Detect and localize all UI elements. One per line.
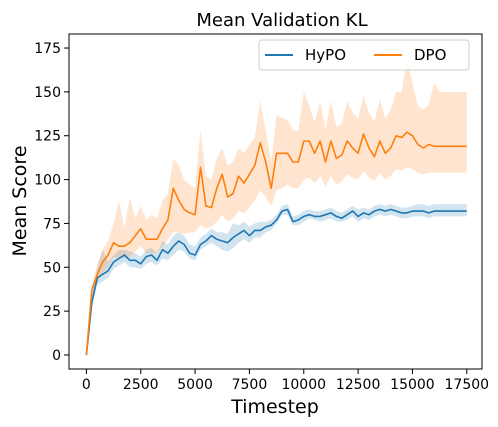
legend-label-hypo: HyPO: [305, 46, 346, 64]
chart-title: Mean Validation KL: [196, 10, 367, 31]
plot-frame: [68, 33, 483, 370]
x-tick-label: 15000: [390, 377, 435, 393]
line-hypo: [85, 208, 467, 356]
x-axis-ticks: 0 2500 5000 7500 10000 12500 15000 17500: [82, 369, 489, 393]
x-tick-label: 7500: [232, 377, 268, 393]
y-axis-ticks: 0 25 50 75 100 125 150 175: [34, 41, 69, 364]
x-tick-label: 10000: [281, 377, 326, 393]
x-tick-label: 12500: [336, 377, 381, 393]
series-lines: [85, 131, 467, 356]
y-tick-label: 125: [34, 129, 61, 145]
confidence-bands: [86, 60, 467, 356]
x-tick-label: 17500: [445, 377, 490, 393]
x-tick-label: 5000: [177, 377, 213, 393]
y-tick-label: 175: [34, 41, 61, 57]
y-tick-label: 25: [43, 304, 61, 320]
y-tick-label: 75: [43, 216, 61, 232]
line-dpo: [85, 131, 467, 356]
y-axis-label: Mean Score: [9, 145, 31, 256]
legend-box: [258, 39, 470, 71]
x-tick-label: 0: [82, 377, 91, 393]
y-tick-label: 0: [52, 348, 61, 364]
x-axis-label: Timestep: [230, 396, 319, 418]
legend-label-dpo: DPO: [414, 46, 446, 64]
x-tick-label: 2500: [123, 377, 159, 393]
band-dpo: [86, 60, 467, 356]
y-tick-label: 100: [34, 173, 61, 189]
y-tick-label: 150: [34, 85, 61, 101]
plot-area: [85, 60, 467, 356]
y-tick-label: 50: [43, 260, 61, 276]
legend: HyPO DPO: [258, 39, 470, 71]
